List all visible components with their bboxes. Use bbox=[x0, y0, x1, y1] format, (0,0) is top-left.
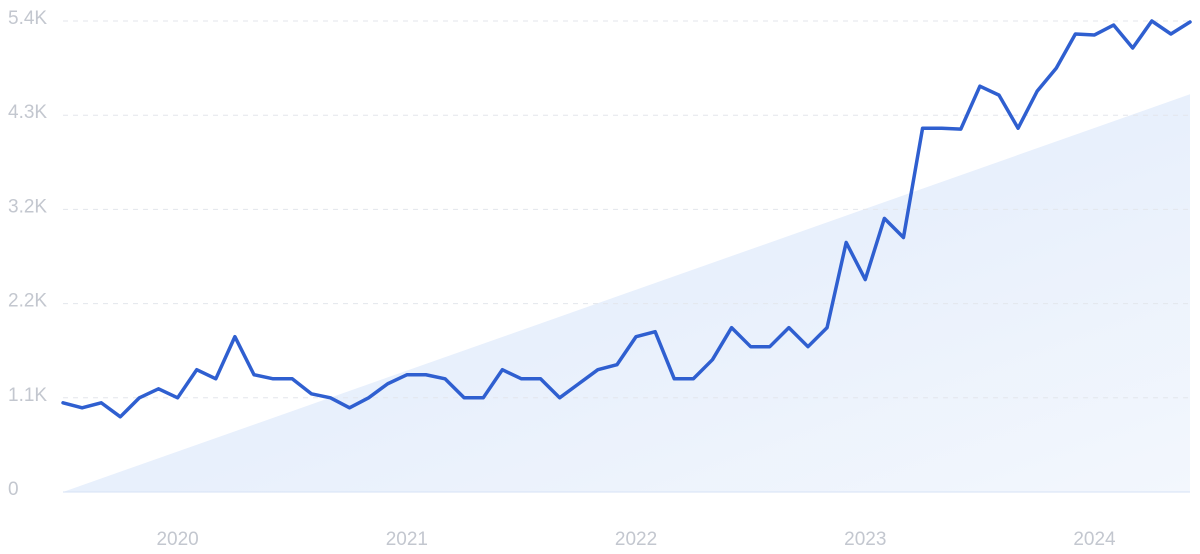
y-tick-label: 2.2K bbox=[8, 291, 47, 312]
y-tick-label: 4.3K bbox=[8, 102, 47, 123]
y-tick-label: 3.2K bbox=[8, 196, 47, 217]
x-tick-label: 2023 bbox=[844, 529, 886, 550]
trend-line bbox=[61, 19, 1192, 419]
trend-area bbox=[63, 94, 1190, 493]
x-tick-label: 2022 bbox=[615, 529, 657, 550]
y-tick-label: 0 bbox=[8, 479, 19, 500]
x-tick-label: 2020 bbox=[156, 529, 198, 550]
y-tick-label: 5.4K bbox=[8, 8, 47, 29]
x-tick-label: 2021 bbox=[386, 529, 428, 550]
y-tick-label: 1.1K bbox=[8, 385, 47, 406]
x-tick-label: 2024 bbox=[1073, 529, 1116, 550]
